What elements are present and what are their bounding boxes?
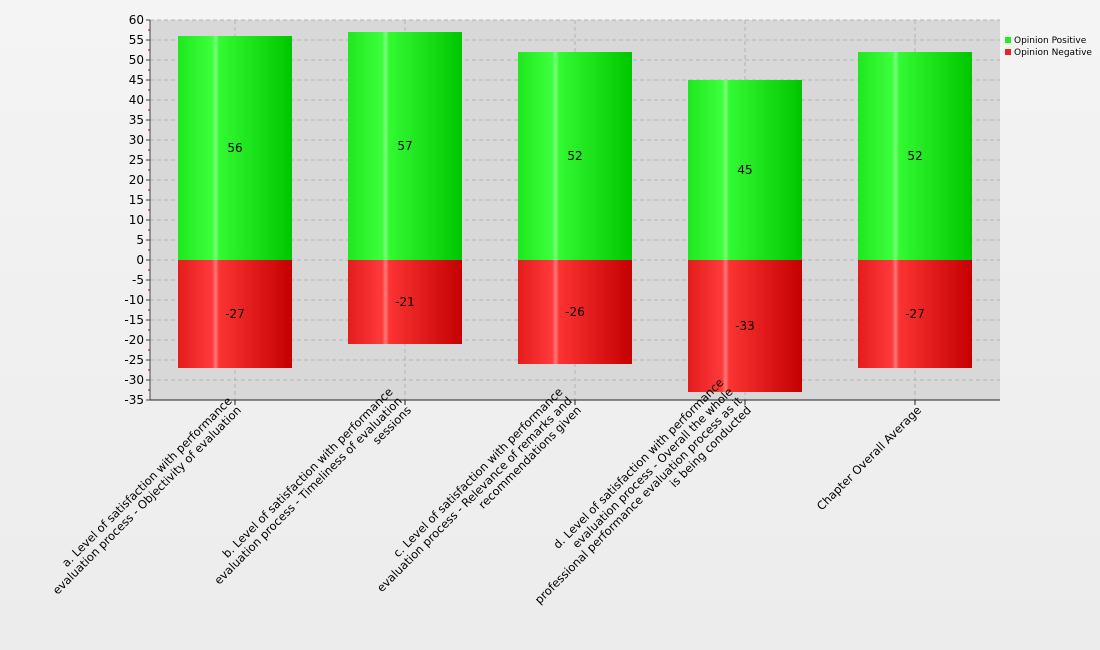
- y-tick-label: 10: [129, 213, 144, 227]
- y-tick-label: 45: [129, 73, 144, 87]
- x-tick-label: a. Level of satisfaction with performanc…: [50, 394, 244, 597]
- data-label: -33: [735, 319, 755, 333]
- y-tick-label: 40: [129, 93, 144, 107]
- x-tick-label-line: evaluation process - Objectivity of eval…: [50, 403, 244, 597]
- data-label: -27: [905, 307, 925, 321]
- y-tick-label: -5: [132, 273, 144, 287]
- bar-negative: [178, 260, 292, 368]
- y-tick-label: 55: [129, 33, 144, 47]
- data-label: -26: [565, 305, 585, 319]
- bar-negative: [518, 260, 632, 364]
- y-tick-label: -30: [124, 373, 144, 387]
- plot-area: 605550454035302520151050-5-10-15-20-25-3…: [50, 13, 1000, 607]
- x-tick-label-line: evaluation process - Relevance of remark…: [374, 394, 575, 595]
- data-label: -27: [225, 307, 245, 321]
- data-label: -21: [395, 295, 415, 309]
- x-tick-label-line: c. Level of satisfaction with performanc…: [390, 385, 565, 560]
- y-tick-label: 25: [129, 153, 144, 167]
- bar-negative: [348, 260, 462, 344]
- data-label: 52: [907, 149, 922, 163]
- legend-label: Opinion Negative: [1014, 48, 1092, 58]
- x-tick-label-line: Chapter Overall Average: [814, 403, 924, 513]
- bar-positive: [348, 32, 462, 260]
- y-tick-label: -25: [124, 353, 144, 367]
- y-tick-label: 15: [129, 193, 144, 207]
- y-tick-label: 50: [129, 53, 144, 67]
- bar-positive: [518, 52, 632, 260]
- y-tick-label: -35: [124, 393, 144, 407]
- data-label: 57: [397, 139, 412, 153]
- x-tick-label-line: a. Level of satisfaction with performanc…: [59, 394, 235, 570]
- legend: Opinion Positive Opinion Negative: [1005, 36, 1092, 58]
- y-tick-label: 60: [129, 13, 144, 27]
- data-label: 52: [567, 149, 582, 163]
- bar-positive: [178, 36, 292, 260]
- data-label: 56: [227, 141, 242, 155]
- y-tick-label: 5: [136, 233, 144, 247]
- legend-swatch: [1005, 49, 1011, 55]
- y-tick-label: 35: [129, 113, 144, 127]
- data-label: 45: [737, 163, 752, 177]
- y-tick-label: -10: [124, 293, 144, 307]
- x-tick-label-line: evaluation process - Overall the whole: [569, 385, 735, 551]
- y-tick-label: 20: [129, 173, 144, 187]
- y-tick-label: -20: [124, 333, 144, 347]
- bar-positive: [688, 80, 802, 260]
- y-tick-label: 30: [129, 133, 144, 147]
- bar-negative: [688, 260, 802, 392]
- legend-label: Opinion Positive: [1014, 36, 1087, 46]
- bar-positive: [858, 52, 972, 260]
- y-tick-label: -15: [124, 313, 144, 327]
- x-tick-label-line: evaluation process - Timeliness of evalu…: [211, 394, 404, 587]
- x-tick-label-line: b. Level of satisfaction with performanc…: [220, 385, 396, 561]
- legend-swatch: [1005, 37, 1011, 43]
- bar-negative: [858, 260, 972, 368]
- x-tick-label: Chapter Overall Average: [814, 403, 924, 513]
- y-tick-label: 0: [136, 253, 144, 267]
